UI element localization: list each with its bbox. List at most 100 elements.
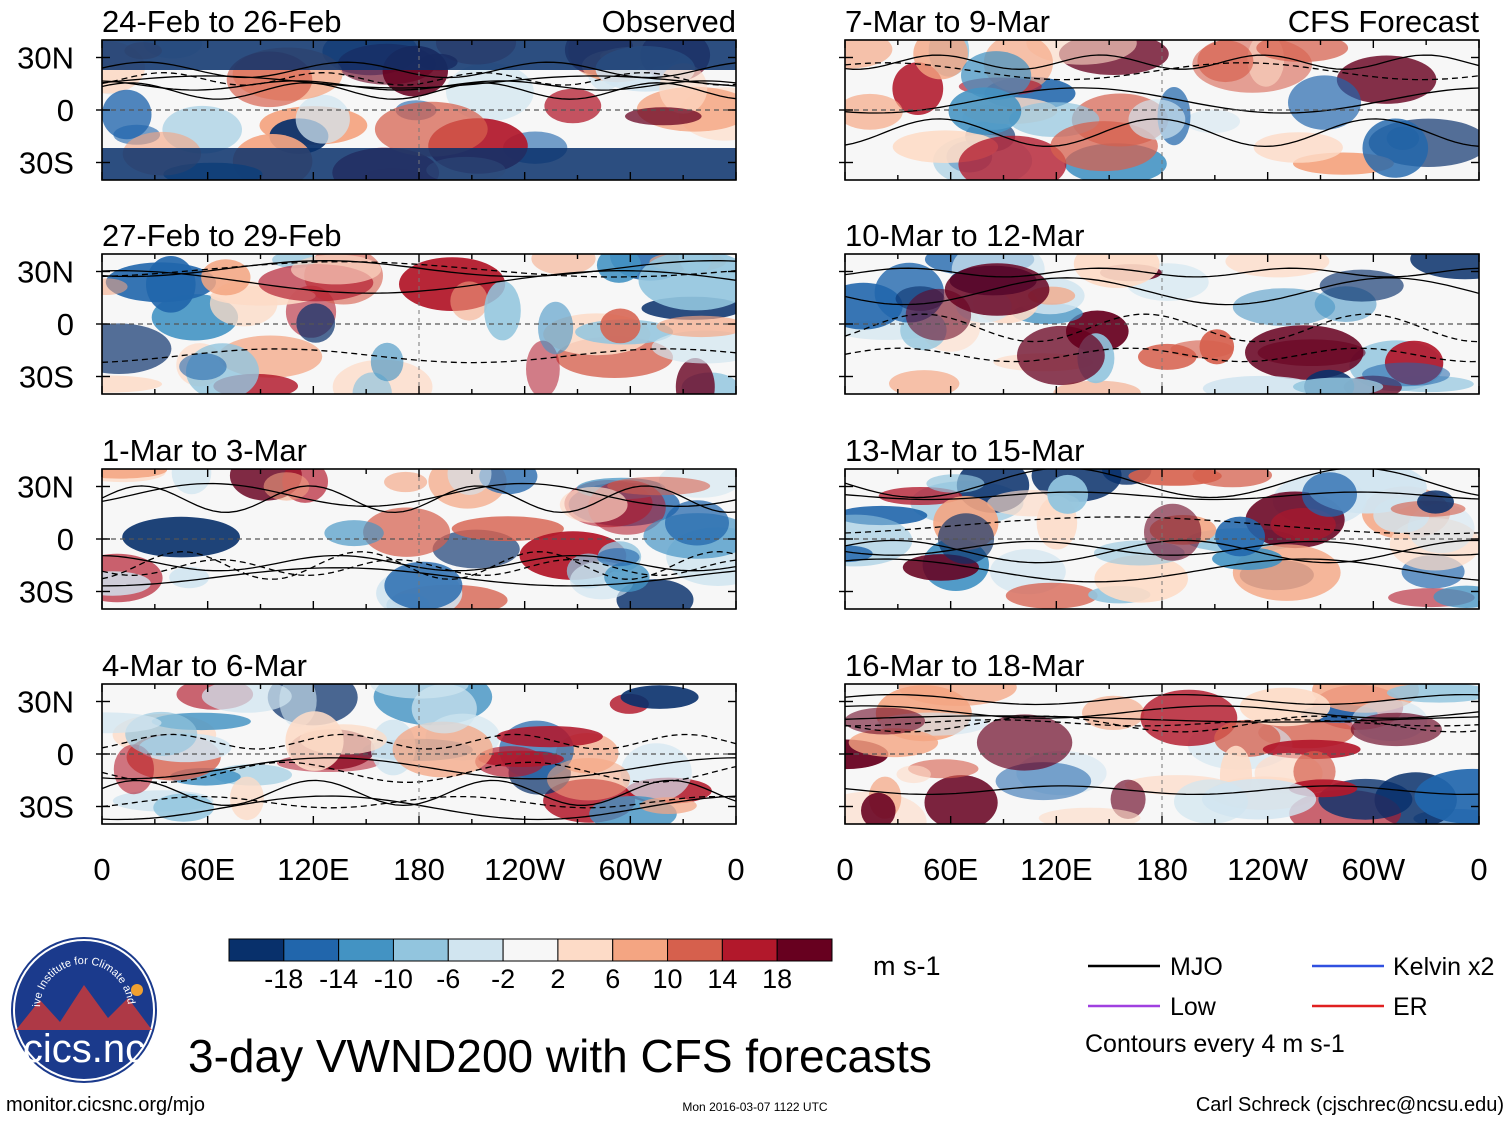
mjo-contour bbox=[102, 779, 736, 807]
anomaly-blob bbox=[526, 340, 560, 394]
anomaly-blob bbox=[976, 714, 1073, 771]
sun-icon bbox=[131, 984, 143, 996]
anomaly-blob bbox=[531, 254, 596, 275]
panel-title: 13-Mar to 15-Mar bbox=[845, 433, 1084, 468]
anomaly-blob bbox=[450, 281, 488, 321]
anomaly-blob bbox=[845, 93, 903, 130]
panel-5: 7-Mar to 9-Mar CFS Forecast bbox=[839, 4, 1480, 181]
x-tick-label: 180 bbox=[393, 852, 445, 887]
anomaly-blob bbox=[484, 281, 521, 341]
panel-source-label: CFS Forecast bbox=[1288, 4, 1480, 39]
anomaly-blob bbox=[995, 762, 1092, 801]
x-tick-label: 120E bbox=[277, 852, 349, 887]
colorbar-tick-label: 18 bbox=[762, 964, 792, 994]
anomaly-blob bbox=[665, 500, 729, 546]
x-tick-label: 120W bbox=[484, 852, 566, 887]
colorbar-swatch bbox=[228, 938, 285, 962]
x-tick-label: 120E bbox=[1020, 852, 1092, 887]
y-tick-label: 0 bbox=[57, 522, 74, 557]
anomaly-blob bbox=[640, 797, 697, 814]
colorbar-swatch bbox=[557, 938, 614, 962]
anomaly-blob bbox=[961, 51, 1032, 100]
anomaly-blob bbox=[1386, 684, 1479, 703]
anomaly-blob bbox=[374, 101, 488, 157]
anomaly-blob bbox=[538, 301, 574, 355]
colorbar-units: m s-1 bbox=[873, 951, 941, 981]
legend-label-kelvin: Kelvin x2 bbox=[1393, 953, 1494, 981]
panel-4: 4-Mar to 6-Mar 30N 0 30S bbox=[17, 648, 737, 825]
anomaly-blob bbox=[451, 516, 564, 542]
anomaly-blob bbox=[1253, 132, 1343, 163]
x-tick-label: 0 bbox=[1470, 852, 1487, 887]
anomaly-blob bbox=[122, 516, 240, 558]
anomaly-blob bbox=[384, 561, 463, 609]
anomaly-blob bbox=[620, 743, 692, 802]
mjo-contour bbox=[102, 261, 736, 278]
legend: MJO Kelvin x2 Low ER Contours every 4 m … bbox=[1085, 953, 1494, 1058]
vwnd-field bbox=[845, 254, 1479, 394]
anomaly-blob bbox=[625, 107, 702, 126]
anomaly-blob bbox=[1270, 507, 1336, 542]
y-tick-label: 30S bbox=[19, 146, 74, 181]
x-tick-label: 0 bbox=[727, 852, 744, 887]
anomaly-blob bbox=[675, 358, 715, 394]
anomaly-blob bbox=[1138, 343, 1197, 370]
panel-6: 10-Mar to 12-Mar bbox=[839, 218, 1480, 395]
mjo-contour bbox=[845, 491, 1479, 501]
anomaly-blob bbox=[889, 370, 960, 394]
anomaly-blob bbox=[263, 472, 310, 501]
mjo-contour bbox=[845, 516, 1479, 535]
anomaly-blob bbox=[446, 62, 534, 121]
anomaly-blob bbox=[179, 353, 227, 381]
anomaly-blob bbox=[1005, 582, 1098, 609]
colorbar-tick-label: 10 bbox=[653, 964, 683, 994]
anomaly-blob bbox=[171, 469, 212, 495]
anomaly-blob bbox=[201, 684, 292, 713]
colorbar-tick-label: -2 bbox=[491, 964, 515, 994]
anomaly-blob bbox=[1433, 585, 1479, 608]
anomaly-blob bbox=[1073, 254, 1160, 288]
x-axis-forecast: 0 60E 120E 180 120W 60W 0 bbox=[836, 852, 1487, 887]
anomaly-blob bbox=[861, 792, 896, 824]
anomaly-blob bbox=[478, 750, 564, 768]
y-tick-label: 0 bbox=[57, 737, 74, 772]
main-title: 3-day VWND200 with CFS forecasts bbox=[188, 1030, 932, 1082]
anomaly-blob bbox=[958, 135, 1067, 180]
anomaly-blob bbox=[384, 471, 428, 493]
mjo-contour bbox=[102, 348, 736, 364]
panel-source-label: Observed bbox=[602, 4, 736, 39]
anomaly-blob bbox=[1410, 254, 1479, 280]
x-tick-label: 60W bbox=[1341, 852, 1405, 887]
vwnd-field bbox=[102, 469, 736, 609]
anomaly-blob bbox=[905, 288, 972, 341]
anomaly-blob bbox=[896, 765, 931, 784]
y-tick-label: 30S bbox=[19, 790, 74, 825]
colorbar-swatch bbox=[667, 938, 723, 962]
mjo-contour bbox=[845, 540, 1479, 556]
panel-title: 27-Feb to 29-Feb bbox=[102, 218, 342, 253]
colorbar-tick-label: 2 bbox=[550, 964, 565, 994]
mjo-contour bbox=[102, 558, 736, 577]
anomaly-blob bbox=[547, 758, 631, 801]
anomaly-blob bbox=[1414, 768, 1479, 824]
anomaly-blob bbox=[924, 775, 998, 824]
mjo-contour bbox=[845, 715, 1479, 733]
x-axis-observed: 0 60E 120E 180 120W 60W 0 bbox=[93, 852, 744, 887]
panel-title: 7-Mar to 9-Mar bbox=[845, 4, 1050, 39]
x-tick-label: 180 bbox=[1136, 852, 1188, 887]
anomaly-blob bbox=[102, 323, 172, 374]
mjo-contour bbox=[102, 567, 736, 587]
anomaly-blob bbox=[1202, 375, 1319, 394]
mountains-icon bbox=[16, 985, 152, 1030]
mjo-contour bbox=[845, 267, 1479, 278]
anomaly-blob bbox=[1185, 109, 1240, 134]
anomaly-blob bbox=[1302, 472, 1357, 517]
colorbar-tick-label: -10 bbox=[374, 964, 413, 994]
y-tick-label: 0 bbox=[57, 93, 74, 128]
mjo-contour bbox=[102, 485, 736, 514]
y-tick-label: 30N bbox=[17, 255, 74, 290]
x-tick-label: 60E bbox=[180, 852, 235, 887]
mjo-contour bbox=[845, 118, 1479, 148]
panel-title: 1-Mar to 3-Mar bbox=[102, 433, 307, 468]
